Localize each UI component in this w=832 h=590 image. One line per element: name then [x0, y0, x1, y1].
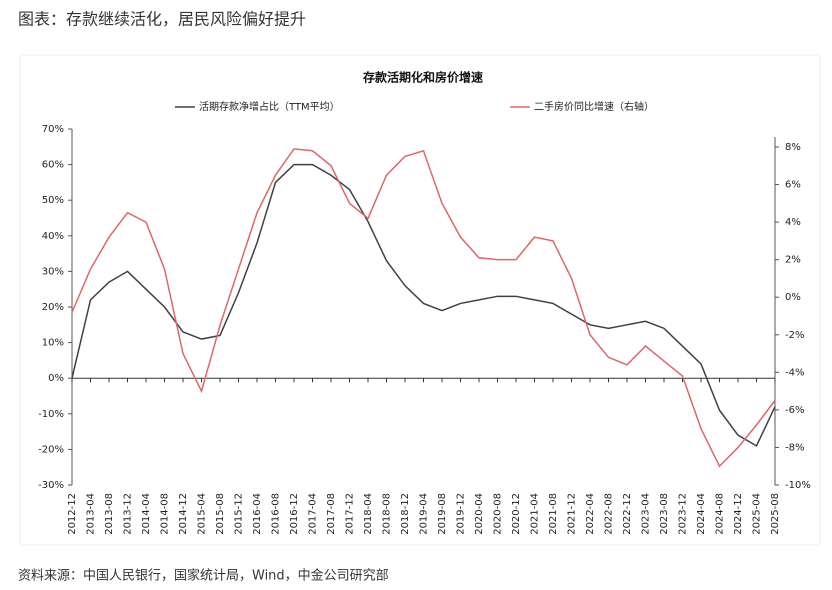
x-tick-label: 2017-08 [326, 493, 337, 535]
y2-tick-label: 0% [785, 292, 801, 303]
x-tick-label: 2016-12 [289, 493, 300, 535]
y-tick-label: 30% [42, 266, 64, 277]
legend-label: 活期存款净增占比（TTM平均） [199, 100, 340, 113]
legend-label: 二手房价同比增速（右轴） [534, 100, 654, 113]
x-tick-label: 2014-12 [178, 493, 189, 535]
x-tick-label: 2018-08 [382, 493, 393, 535]
series-line [71, 163, 776, 447]
x-tick-label: 2021-04 [530, 493, 541, 535]
chart-title: 存款活期化和房价增速 [362, 70, 483, 85]
series-line [71, 148, 776, 468]
x-tick-label: 2022-04 [585, 493, 596, 535]
x-tick-label: 2021-12 [567, 493, 578, 535]
x-tick-label: 2013-04 [86, 493, 97, 535]
x-tick-label: 2019-08 [437, 493, 448, 535]
x-tick-label: 2025-08 [770, 493, 781, 535]
x-tick-label: 2025-04 [752, 493, 763, 535]
y-tick-label: 70% [42, 124, 64, 135]
y2-tick-label: -8% [785, 442, 804, 453]
x-tick-label: 2018-12 [400, 493, 411, 535]
x-tick-label: 2023-04 [641, 493, 652, 535]
x-tick-label: 2020-08 [493, 493, 504, 535]
x-tick-label: 2012-12 [67, 493, 78, 535]
source-note: 资料来源：中国人民银行，国家统计局，Wind，中金公司研究部 [18, 568, 389, 584]
y2-tick-label: -10% [785, 480, 811, 491]
y-tick-label: -20% [38, 444, 64, 455]
x-tick-label: 2023-12 [678, 493, 689, 535]
y-tick-label: 60% [42, 160, 64, 171]
x-tick-label: 2016-04 [252, 493, 263, 535]
y-tick-label: -30% [38, 480, 64, 491]
x-tick-label: 2023-08 [659, 493, 670, 535]
x-tick-label: 2024-08 [715, 493, 726, 535]
x-tick-label: 2021-08 [548, 493, 559, 535]
x-tick-label: 2015-12 [234, 493, 245, 535]
x-tick-label: 2022-12 [622, 493, 633, 535]
y-tick-label: 0% [48, 373, 64, 384]
x-tick-label: 2018-04 [363, 493, 374, 535]
x-tick-label: 2020-04 [474, 493, 485, 535]
y-tick-label: 40% [42, 231, 64, 242]
x-tick-label: 2016-08 [271, 493, 282, 535]
y2-tick-label: 6% [785, 180, 801, 191]
x-tick-label: 2013-12 [123, 493, 134, 535]
x-tick-label: 2019-12 [456, 493, 467, 535]
x-tick-label: 2024-12 [733, 493, 744, 535]
y-tick-label: 20% [42, 302, 64, 313]
y-tick-label: 50% [42, 195, 64, 206]
page-title: 图表：存款继续活化，居民风险偏好提升 [18, 10, 306, 29]
x-tick-label: 2022-08 [604, 493, 615, 535]
x-tick-label: 2024-04 [696, 493, 707, 535]
x-tick-label: 2014-08 [160, 493, 171, 535]
x-tick-label: 2015-08 [215, 493, 226, 535]
y2-tick-label: 2% [785, 255, 801, 266]
x-tick-label: 2017-04 [308, 493, 319, 535]
y2-tick-label: 4% [785, 217, 801, 228]
x-tick-label: 2020-12 [511, 493, 522, 535]
x-tick-label: 2015-04 [197, 493, 208, 535]
y-tick-label: 10% [42, 338, 64, 349]
x-tick-label: 2019-04 [419, 493, 430, 535]
y-tick-label: -10% [38, 409, 64, 420]
x-tick-label: 2017-12 [345, 493, 356, 535]
x-tick-label: 2013-08 [104, 493, 115, 535]
x-tick-label: 2014-04 [141, 493, 152, 535]
y2-tick-label: -4% [785, 367, 804, 378]
y2-tick-label: 8% [785, 142, 801, 153]
y2-tick-label: -6% [785, 405, 804, 416]
y2-tick-label: -2% [785, 330, 804, 341]
